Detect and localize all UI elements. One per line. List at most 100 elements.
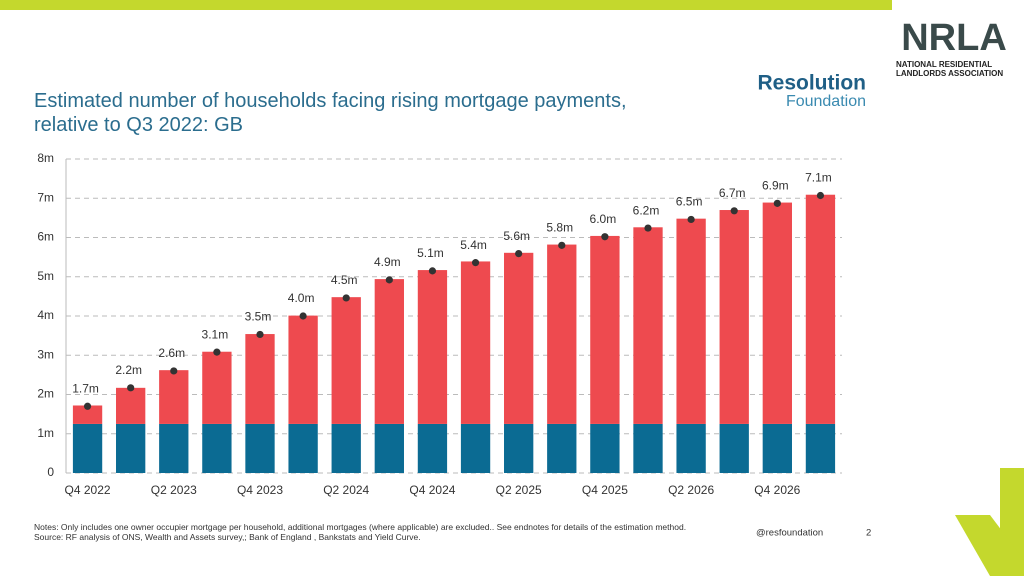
x-tick-label: Q4 2024 <box>409 483 455 497</box>
bar-segment <box>374 423 404 473</box>
bar-segment <box>633 227 663 424</box>
bar-segment <box>288 423 318 473</box>
bar-segment <box>202 351 232 424</box>
x-tick-label: Q4 2022 <box>65 483 111 497</box>
data-label: 1.7m <box>72 381 99 395</box>
total-dot <box>256 330 264 339</box>
total-dot <box>213 348 221 356</box>
data-label: 5.6m <box>503 229 530 243</box>
rf-logo: Foundation <box>786 93 866 110</box>
bar-segment <box>331 297 361 424</box>
total-dot <box>299 312 307 320</box>
x-tick-label: Q2 2026 <box>668 483 714 497</box>
x-tick-label: Q2 2024 <box>323 483 369 497</box>
bar-segment <box>460 423 491 473</box>
x-tick-label: Q2 2023 <box>151 483 197 497</box>
total-dot <box>515 249 523 258</box>
handle: @resfoundation <box>756 528 823 539</box>
bar-segment <box>331 423 361 473</box>
y-tick-label: 7m <box>37 190 54 204</box>
bar-segment <box>762 423 792 473</box>
y-tick-label: 5m <box>37 269 54 283</box>
total-dot <box>127 384 135 392</box>
data-label: 6.9m <box>762 179 789 193</box>
title-text: Estimated number of households facing ri… <box>34 90 627 112</box>
y-tick-label: 0 <box>47 465 54 479</box>
y-tick-label: 2m <box>37 387 54 401</box>
total-dot <box>342 294 350 302</box>
bar-segment <box>245 334 275 424</box>
data-label: 2.2m <box>115 363 142 377</box>
bar-segment <box>72 405 103 424</box>
total-dot <box>816 191 825 200</box>
total-dot <box>730 207 738 215</box>
rf-logo: Resolution <box>758 72 867 95</box>
x-tick-label: Q4 2023 <box>237 483 283 497</box>
total-dot <box>644 224 652 232</box>
page-number: 2 <box>866 528 871 539</box>
total-dot <box>471 259 480 267</box>
notes-text: Notes: Only includes one owner occupier … <box>34 522 687 532</box>
y-tick-label: 6m <box>37 230 54 244</box>
bar-segment <box>805 423 836 473</box>
data-label: 7.1m <box>805 171 832 185</box>
data-label: 5.8m <box>546 221 573 235</box>
x-tick-label: Q2 2025 <box>496 483 542 497</box>
notes: Notes: Only includes one owner occupier … <box>34 522 724 542</box>
data-label: 6.7m <box>719 186 746 200</box>
x-tick-label: Q4 2026 <box>754 483 800 497</box>
data-label: 3.1m <box>202 327 229 341</box>
corner-shape <box>955 515 1024 576</box>
bar-segment <box>417 423 448 473</box>
nrla-logo: NRLA <box>901 17 1007 59</box>
total-dot <box>428 267 437 275</box>
bar-segment <box>202 423 232 473</box>
data-label: 3.5m <box>245 310 272 324</box>
data-label: 6.2m <box>633 203 660 217</box>
data-label: 6.0m <box>590 212 617 226</box>
x-tick-label: Q4 2025 <box>582 483 628 497</box>
bar-segment <box>417 270 448 424</box>
total-dot <box>601 233 609 241</box>
bar-segment <box>159 370 189 424</box>
bar-segment <box>590 423 620 473</box>
total-dot <box>687 215 695 224</box>
total-dot <box>558 241 566 249</box>
y-tick-label: 4m <box>37 308 54 322</box>
bar-segment <box>590 235 620 424</box>
data-label: 4.9m <box>374 255 401 269</box>
chart-title: Estimated number of households facing ri… <box>34 90 627 136</box>
source-text: Source: RF analysis of ONS, Wealth and A… <box>34 532 421 542</box>
nrla-tagline: LANDLORDS ASSOCIATION <box>896 69 1003 78</box>
bar-segment <box>719 423 749 473</box>
bar-segment <box>547 244 577 424</box>
total-dot <box>773 199 781 207</box>
bar-segment <box>805 194 836 424</box>
total-dot <box>170 367 178 375</box>
total-dot <box>83 402 92 410</box>
bar-segment <box>288 315 318 424</box>
bar-segment <box>547 423 577 473</box>
total-dot <box>385 276 393 284</box>
data-label: 6.5m <box>676 195 703 209</box>
bar-segment <box>159 423 189 473</box>
y-tick-label: 8m <box>37 151 54 165</box>
bar-segment <box>676 218 706 424</box>
bar-segment <box>460 261 491 424</box>
data-label: 4.5m <box>331 273 358 287</box>
y-tick-label: 1m <box>37 426 54 440</box>
data-label: 2.6m <box>158 346 185 360</box>
bar-segment <box>245 423 275 473</box>
bar-segment <box>676 423 706 473</box>
bar-segment <box>719 210 749 424</box>
bar-segment <box>72 423 103 473</box>
data-label: 5.1m <box>417 246 444 260</box>
bar-segment <box>504 423 534 473</box>
top-band <box>0 0 892 10</box>
data-label: 5.4m <box>460 238 487 252</box>
bar-segment <box>116 423 146 473</box>
bar-segment <box>762 202 792 424</box>
y-tick-label: 3m <box>37 347 54 361</box>
